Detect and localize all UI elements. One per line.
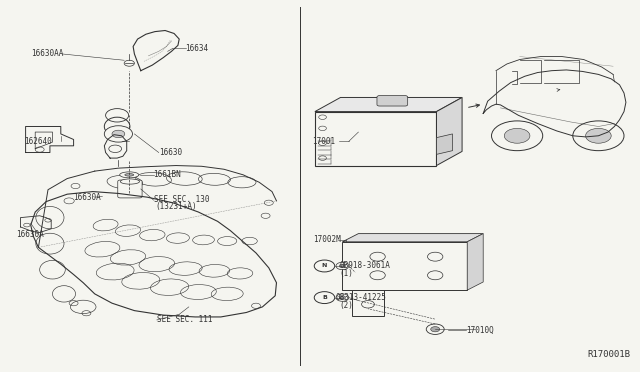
- Text: SEE SEC. 130: SEE SEC. 130: [154, 195, 209, 203]
- Circle shape: [426, 324, 444, 334]
- Text: 16630AA: 16630AA: [31, 49, 63, 58]
- Text: 16630: 16630: [159, 148, 182, 157]
- Polygon shape: [352, 290, 384, 316]
- Circle shape: [336, 294, 349, 301]
- Text: 17002M: 17002M: [314, 235, 341, 244]
- Circle shape: [104, 126, 132, 142]
- Text: 17010Q: 17010Q: [466, 326, 493, 335]
- Polygon shape: [342, 242, 467, 290]
- Ellipse shape: [120, 172, 139, 178]
- Polygon shape: [315, 112, 436, 166]
- Text: SEE SEC. 111: SEE SEC. 111: [157, 315, 212, 324]
- Text: 17001: 17001: [312, 137, 335, 146]
- Polygon shape: [342, 234, 483, 242]
- Circle shape: [314, 260, 335, 272]
- Ellipse shape: [125, 173, 134, 176]
- Circle shape: [112, 130, 125, 138]
- Circle shape: [573, 121, 624, 151]
- Circle shape: [314, 292, 335, 304]
- Text: 162640: 162640: [24, 137, 52, 146]
- Polygon shape: [436, 134, 452, 154]
- Ellipse shape: [120, 179, 140, 184]
- Text: R170001B: R170001B: [588, 350, 630, 359]
- Circle shape: [124, 60, 134, 66]
- Circle shape: [339, 264, 346, 268]
- Circle shape: [336, 262, 349, 270]
- FancyBboxPatch shape: [118, 180, 142, 198]
- Circle shape: [109, 145, 122, 153]
- Text: 1661BN: 1661BN: [154, 170, 181, 179]
- Text: N: N: [322, 263, 327, 269]
- Text: B: B: [322, 295, 327, 300]
- Polygon shape: [467, 234, 483, 290]
- Circle shape: [504, 128, 530, 143]
- Text: 16634: 16634: [186, 44, 209, 53]
- Text: 16630A: 16630A: [16, 230, 44, 239]
- Text: 0B918-3061A: 0B918-3061A: [339, 262, 390, 270]
- Circle shape: [586, 128, 611, 143]
- Text: (2): (2): [339, 301, 353, 310]
- Text: 16630A: 16630A: [74, 193, 101, 202]
- Polygon shape: [436, 97, 462, 166]
- FancyBboxPatch shape: [377, 96, 408, 106]
- Text: (13231+A): (13231+A): [155, 202, 196, 211]
- Circle shape: [339, 296, 346, 299]
- Text: 08313-41225: 08313-41225: [335, 293, 386, 302]
- Circle shape: [492, 121, 543, 151]
- Text: (1): (1): [339, 269, 353, 278]
- Polygon shape: [315, 97, 462, 112]
- Circle shape: [431, 327, 440, 332]
